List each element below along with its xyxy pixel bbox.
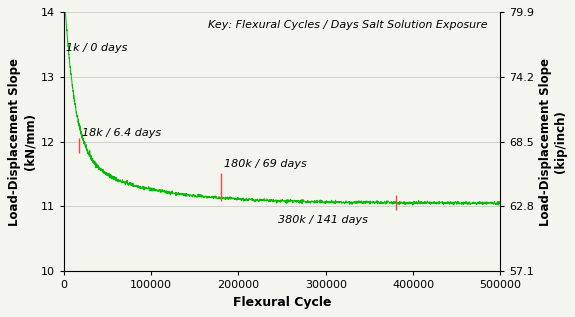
Text: 1k / 0 days: 1k / 0 days <box>66 43 128 53</box>
X-axis label: Flexural Cycle: Flexural Cycle <box>233 296 331 309</box>
Y-axis label: Load-Displacement Slope
(kip/inch): Load-Displacement Slope (kip/inch) <box>539 58 567 226</box>
Text: Key: Flexural Cycles / Days Salt Solution Exposure: Key: Flexural Cycles / Days Salt Solutio… <box>208 20 488 30</box>
Text: 18k / 6.4 days: 18k / 6.4 days <box>82 128 161 139</box>
Y-axis label: Load-Displacement Slope
(kN/mm): Load-Displacement Slope (kN/mm) <box>8 58 36 226</box>
Text: 180k / 69 days: 180k / 69 days <box>224 159 306 169</box>
Text: 380k / 141 days: 380k / 141 days <box>278 215 367 224</box>
